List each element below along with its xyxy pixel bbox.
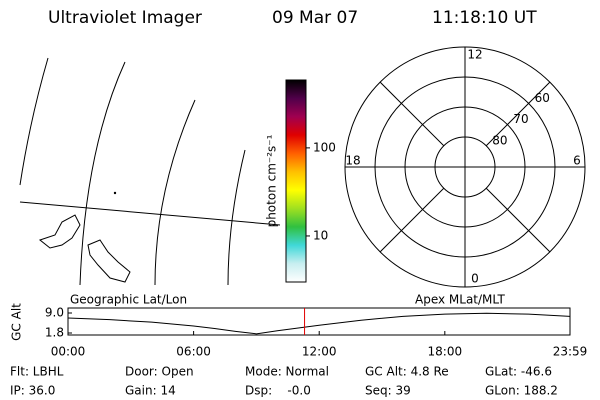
- mlt-label: 12: [467, 48, 482, 62]
- map-meridian: [154, 99, 196, 286]
- footer-field: GLat: -46.6: [485, 365, 552, 379]
- colorbar-label: photon cm⁻²s⁻¹: [265, 134, 279, 227]
- colorbar-scale: [285, 79, 307, 283]
- coastline: [38, 214, 81, 249]
- footer-field: GC Alt: 4.8 Re: [365, 365, 449, 379]
- polar-spoke: [379, 81, 445, 147]
- footer-field: Seq: 39: [365, 384, 411, 398]
- colorbar: photon cm⁻²s⁻¹ 10 100: [265, 79, 336, 283]
- mlt-label: 18: [345, 154, 360, 168]
- y-tick-label: 9.0: [45, 306, 64, 320]
- lat-circle: [434, 136, 496, 198]
- map: [19, 57, 281, 286]
- title: Ultraviolet Imager: [48, 8, 202, 28]
- footer-field: Dsp: -0.0: [245, 384, 311, 398]
- colorbar-tick-label: 100: [313, 140, 336, 154]
- footer-field: Mode: Normal: [245, 365, 329, 379]
- map-parallel: [19, 201, 281, 226]
- mlt-label: 6: [573, 154, 581, 168]
- mlt-label: 0: [471, 272, 479, 286]
- map-meridian: [79, 61, 126, 286]
- polar-plot: 80 70 60 0 6 12 18: [344, 46, 586, 288]
- polar-spoke: [379, 187, 445, 253]
- altitude-plot: GC Alt Geographic Lat/Lon Apex MLat/MLT …: [10, 293, 588, 359]
- altitude-line: [67, 312, 571, 335]
- lat-label: 60: [535, 91, 550, 105]
- map-dot: [113, 191, 117, 195]
- y-axis-label: GC Alt: [10, 303, 24, 341]
- footer-field: Gain: 14: [125, 384, 176, 398]
- x-tick-label: 18:00: [428, 345, 463, 359]
- x-tick-label: 23:59: [553, 345, 588, 359]
- x-tick-label: 12:00: [302, 345, 337, 359]
- polar-spoke: [485, 187, 551, 253]
- polar-rim: [344, 46, 586, 288]
- lat-label: 70: [513, 112, 528, 126]
- right-label: Apex MLat/MLT: [415, 293, 505, 307]
- date: 09 Mar 07: [272, 8, 358, 28]
- left-label: Geographic Lat/Lon: [70, 293, 187, 307]
- polar-spoke: [485, 81, 551, 147]
- footer: Flt: LBHL Door: Open Mode: Normal GC Alt: 4…: [10, 365, 558, 398]
- lat-circle: [404, 106, 526, 228]
- x-tick-label: 06:00: [176, 345, 211, 359]
- map-meridian: [19, 57, 49, 186]
- lat-label: 80: [492, 133, 507, 147]
- footer-field: IP: 36.0: [10, 384, 55, 398]
- x-tick-label: 00:00: [51, 345, 86, 359]
- footer-field: Door: Open: [125, 365, 194, 379]
- lat-circle: [374, 76, 556, 258]
- colorbar-tick-label: 10: [313, 228, 328, 242]
- map-meridian: [227, 149, 246, 286]
- time: 11:18:10 UT: [432, 8, 537, 28]
- footer-field: GLon: 188.2: [485, 384, 558, 398]
- footer-field: Flt: LBHL: [10, 365, 64, 379]
- coastline: [87, 239, 131, 283]
- y-tick-label: 1.8: [45, 326, 64, 340]
